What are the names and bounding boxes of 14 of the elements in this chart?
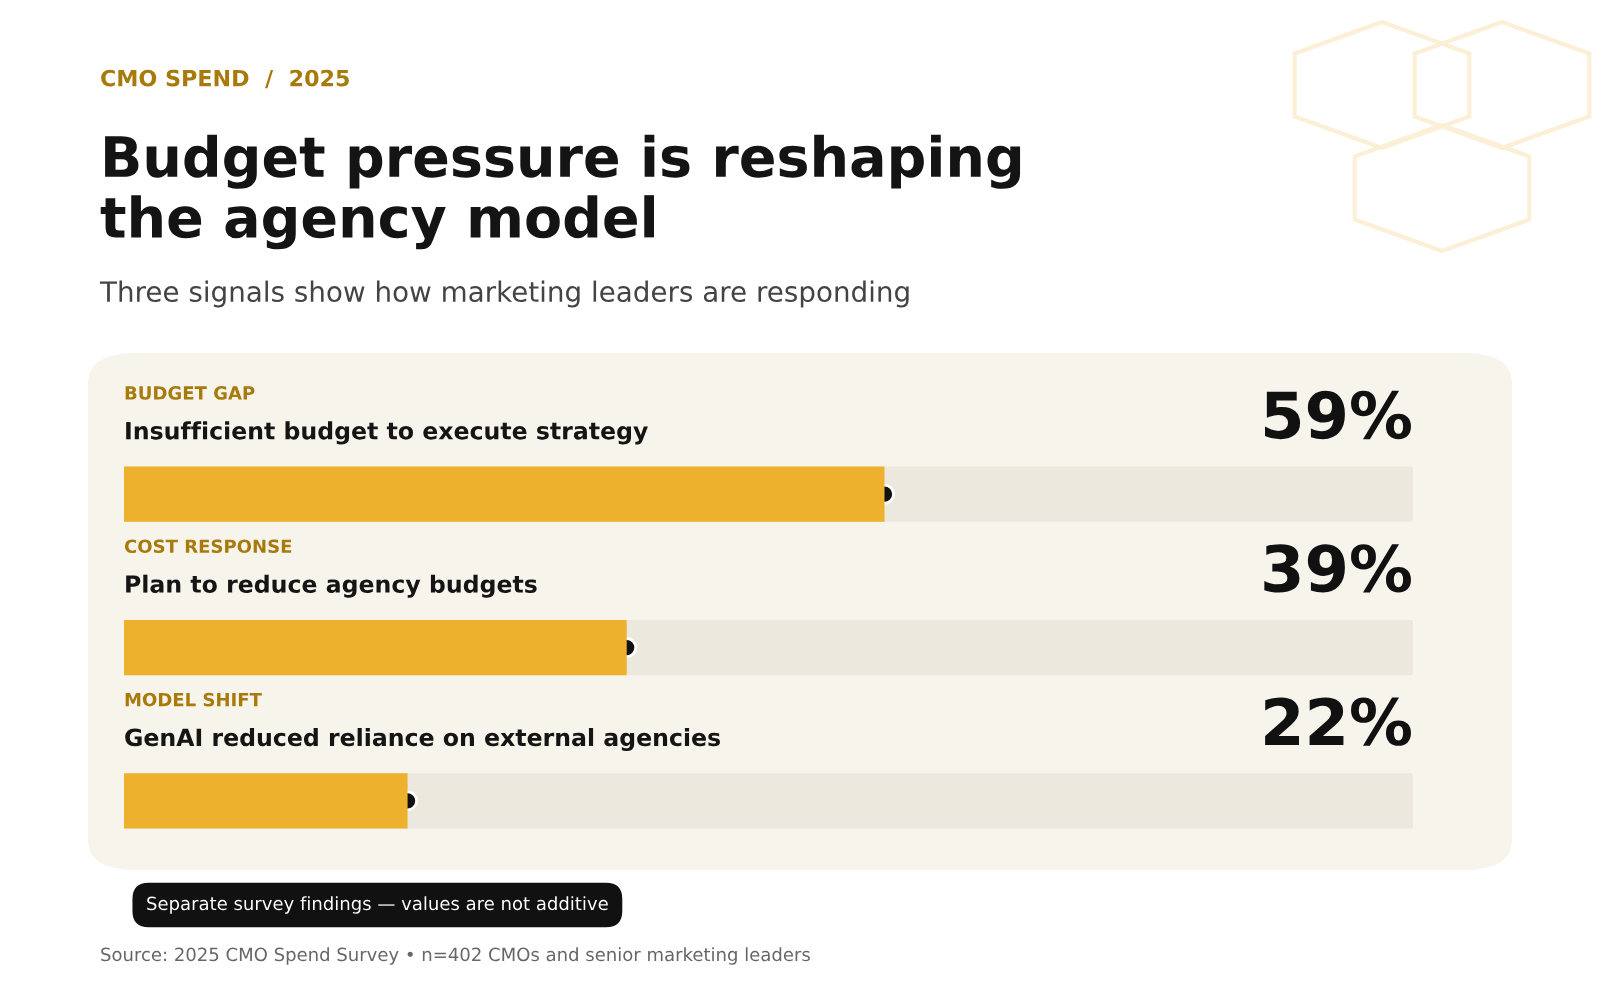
source-note: Source: 2025 CMO Spend Survey • n=402 CMOs and senior marketing leaders bbox=[101, 947, 810, 965]
text: Separate survey findings — values are not additive bbox=[147, 896, 608, 914]
y-tick-label: GenAI reduced reliance on external agencies bbox=[125, 728, 720, 752]
annotation: MODEL SHIFT bbox=[125, 692, 262, 707]
data-label: 22% bbox=[1265, 697, 1411, 746]
y-tick-label: Insufficient budget to execute strategy bbox=[126, 421, 648, 445]
y-tick-label: Plan to reduce agency budgets bbox=[126, 574, 537, 598]
chart-title: Budget pressure is reshaping the agency model bbox=[100, 134, 1021, 250]
chart-subtitle: Three signals show how marketing leaders are responding bbox=[99, 280, 909, 308]
annotation: BUDGET GAP bbox=[125, 386, 255, 400]
text: CMO SPEND / 2025 bbox=[101, 69, 349, 89]
data-label: 59% bbox=[1265, 390, 1411, 440]
annotation: COST RESPONSE bbox=[124, 539, 292, 554]
data-label: 39% bbox=[1264, 544, 1411, 593]
